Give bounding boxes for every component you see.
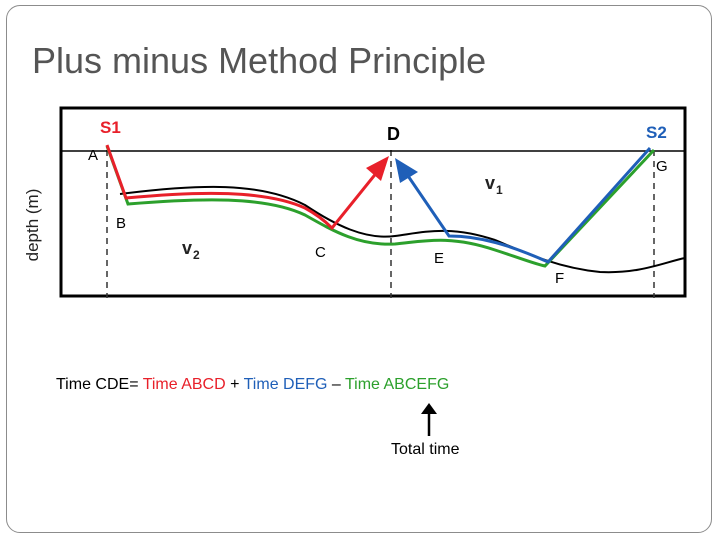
label-a: A [88,147,98,164]
slide-title: Plus minus Method Principle [32,40,487,81]
label-f: F [555,270,564,287]
label-e: E [434,250,444,267]
label-s2: S2 [646,123,667,142]
refractor-interface [119,185,686,274]
eq-time-defg: Time DEFG [243,376,328,393]
time-equation: Time CDE= Time ABCD + Time DEFG – Time A… [56,376,449,394]
axis-label-depth: depth (m) [23,189,42,262]
path-abcefg-green [105,145,656,268]
slide-frame [6,5,712,533]
path-abcd-red [105,144,384,231]
eq-time-abcd: Time ABCD [142,376,226,393]
path-defg-blue [402,146,652,264]
blue-arrowhead [395,158,418,183]
eq-lhs: Time CDE= [56,376,143,393]
label-c: C [315,244,326,261]
total-time-label: Total time [391,441,460,458]
label-v2-letter: v [182,238,192,258]
eq-plus: + [225,376,244,393]
red-arrowhead [366,156,389,181]
label-g: G [656,158,668,175]
eq-time-abcefg: Time ABCEFG [344,376,450,393]
label-v2-sub: 2 [193,248,200,262]
label-v1-sub: 1 [496,183,503,197]
label-v1-letter: v [485,173,495,193]
label-b: B [116,215,126,232]
label-s1: S1 [100,118,121,137]
total-time-arrowhead [421,403,437,414]
label-v1: v1 [485,173,503,197]
label-d: D [387,124,400,144]
eq-minus: – [327,376,345,393]
label-v2: v2 [182,238,200,262]
